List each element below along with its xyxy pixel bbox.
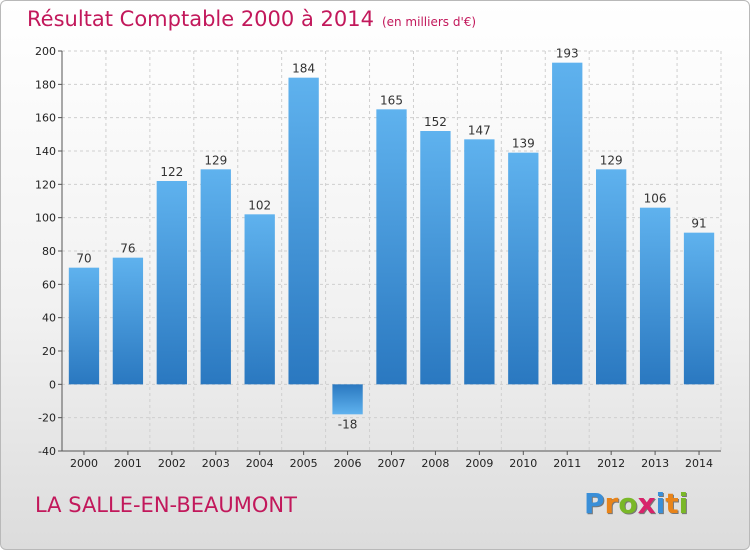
logo-letter: i: [655, 487, 666, 520]
chart-title-text: Résultat Comptable 2000 à 2014: [27, 7, 374, 31]
x-tick-label: 2012: [597, 457, 625, 470]
y-tick-label: 160: [35, 112, 56, 125]
bar-value-label: 102: [248, 198, 271, 212]
x-tick-label: 2014: [685, 457, 713, 470]
labels: 70 76 122 129 102 184 -18 165 152 147 139 193 129 106…: [76, 47, 706, 432]
logo-letter: r: [604, 487, 619, 520]
x-tick-label: 2013: [641, 457, 669, 470]
x-tick-label: 2002: [158, 457, 186, 470]
x-tick-label: 2001: [114, 457, 142, 470]
bar: [288, 77, 319, 385]
bar-value-label: -18: [338, 417, 358, 431]
y-tick-label: 200: [35, 45, 56, 58]
y-tick-label: 40: [42, 312, 56, 325]
y-tick-label: 140: [35, 145, 56, 158]
bar-value-label: 193: [556, 47, 579, 61]
bar: [112, 257, 144, 385]
bar: [244, 214, 275, 385]
bar: [376, 109, 407, 385]
bar: [683, 232, 715, 385]
y-tick-label: 20: [42, 345, 56, 358]
bar: [464, 139, 495, 385]
x-tick-label: 2004: [246, 457, 274, 470]
logo-letter: P: [584, 487, 605, 520]
bar-value-label: 129: [204, 153, 227, 167]
y-tick-label: 120: [35, 178, 56, 191]
y-tick-label: 100: [35, 212, 56, 225]
x-tick-label: 2000: [70, 457, 98, 470]
bar-value-label: 76: [120, 242, 135, 256]
x-tick-label: 2008: [421, 457, 449, 470]
y-tick-label: 60: [42, 278, 56, 291]
x-tick-label: 2011: [553, 457, 581, 470]
bar: [200, 169, 231, 385]
x-tick-label: 2009: [465, 457, 493, 470]
logo-letter: o: [618, 487, 638, 520]
bar: [156, 181, 187, 385]
chart-subtitle: (en milliers d'€): [381, 15, 477, 29]
bar-value-label: 122: [160, 165, 183, 179]
x-tick-label: 2007: [378, 457, 406, 470]
x-tick-label: 2010: [509, 457, 537, 470]
bar-value-label: 129: [600, 153, 623, 167]
bar: [508, 152, 539, 385]
y-tick-label: 0: [49, 378, 56, 391]
bar-value-label: 152: [424, 115, 447, 129]
bar-value-label: 139: [512, 137, 535, 151]
proxiti-logo: Proxiti: [584, 487, 688, 520]
bar: [552, 62, 583, 385]
bar-value-label: 91: [691, 217, 706, 231]
x-tick-label: 2003: [202, 457, 230, 470]
axes: -40 -20 0 20 40 60 80 100 120 140 160 180 200 2000 200…: [35, 45, 721, 470]
bar: [639, 207, 671, 385]
city-name: LA SALLE-EN-BEAUMONT: [35, 493, 297, 517]
bar: [596, 169, 627, 385]
logo-letter: i: [678, 487, 689, 520]
bar-value-label: 184: [292, 62, 315, 76]
grid-lines: [61, 50, 722, 452]
y-tick-label: -40: [38, 445, 56, 458]
y-tick-label: 80: [42, 245, 56, 258]
x-tick-label: 2005: [290, 457, 318, 470]
bar: [332, 384, 363, 415]
chart-title: Résultat Comptable 2000 à 2014 (en millie…: [27, 7, 476, 31]
y-tick-label: -20: [38, 412, 56, 425]
bar-value-label: 106: [644, 192, 667, 206]
bar-value-label: 165: [380, 93, 403, 107]
bar-value-label: 147: [468, 123, 491, 137]
bars: [68, 62, 715, 415]
y-tick-label: 180: [35, 78, 56, 91]
logo-letter: x: [637, 487, 656, 520]
bar: [68, 267, 100, 385]
x-tick-label: 2006: [334, 457, 362, 470]
bar: [420, 131, 451, 385]
bar-value-label: 70: [76, 252, 91, 266]
logo-letter: t: [665, 487, 679, 520]
